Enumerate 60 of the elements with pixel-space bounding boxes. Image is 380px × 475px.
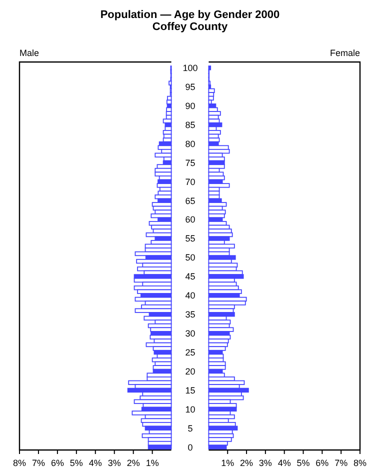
y-tick-label: 30 — [185, 328, 196, 338]
bar — [208, 274, 244, 279]
bar — [166, 111, 172, 116]
text: Female — [330, 48, 360, 58]
y-tick-label: 20 — [185, 366, 196, 376]
x-tick-label: 5% — [70, 458, 83, 468]
x-tick-label: 1% — [221, 458, 234, 468]
y-tick-label: 15 — [185, 385, 196, 396]
bar — [208, 164, 225, 169]
y-tick-label: 55 — [185, 234, 196, 244]
bar — [208, 236, 230, 241]
x-tick-label: 7% — [32, 458, 45, 468]
y-tick-label: 10 — [185, 404, 196, 414]
y-tick-label: 5 — [188, 423, 193, 434]
text: Male — [20, 48, 40, 58]
bar — [208, 395, 244, 400]
y-tick-label: 90 — [185, 100, 196, 111]
y-tick-label: 25 — [185, 347, 196, 358]
y-tick-label: 0 — [188, 442, 193, 452]
bar — [162, 118, 172, 124]
x-tick-label: 7% — [334, 458, 348, 468]
y-tick-label: 75 — [185, 158, 196, 168]
y-tick-label: 40 — [185, 290, 196, 301]
y-tick-label: 35 — [185, 310, 196, 320]
x-tick-label: 6% — [50, 458, 64, 468]
y-tick-label: 85 — [185, 120, 196, 130]
x-tick-label: 1% — [146, 458, 159, 468]
bar — [208, 444, 227, 450]
x-tick-label: 4% — [278, 458, 291, 468]
bar — [132, 410, 172, 416]
y-tick-label: 45 — [185, 272, 196, 282]
bar — [154, 194, 172, 200]
bar — [154, 172, 172, 176]
bar — [134, 308, 172, 313]
x-tick-label: 2% — [240, 458, 254, 468]
x-tick-label: 4% — [88, 458, 102, 468]
y-tick-label: 65 — [185, 196, 196, 206]
y-tick-label: 100 — [182, 63, 198, 74]
chart-subtitle: Coffey County — [152, 21, 228, 33]
chart-title: Population — Age by Gender 2000 — [100, 9, 280, 21]
y-tick-label: 50 — [185, 252, 196, 263]
x-tick-label: 5% — [296, 458, 310, 468]
bar — [208, 183, 230, 188]
x-tick-label: 3% — [258, 458, 272, 468]
x-tick-label: 6% — [316, 458, 329, 468]
y-tick-label: 80 — [185, 138, 196, 149]
bar — [208, 300, 246, 306]
bar — [208, 346, 226, 351]
bar — [156, 183, 172, 188]
y-tick-label: 70 — [185, 176, 196, 187]
bar — [148, 444, 172, 450]
x-tick-label: 3% — [108, 458, 121, 468]
x-tick-label: 8% — [353, 458, 367, 468]
y-tick-label: 95 — [185, 82, 196, 92]
x-tick-label: 2% — [126, 458, 140, 468]
bar — [208, 365, 226, 370]
y-tick-label: 60 — [185, 214, 196, 225]
bar — [168, 80, 172, 86]
x-tick-label: 8% — [12, 458, 26, 468]
bar — [166, 103, 172, 108]
